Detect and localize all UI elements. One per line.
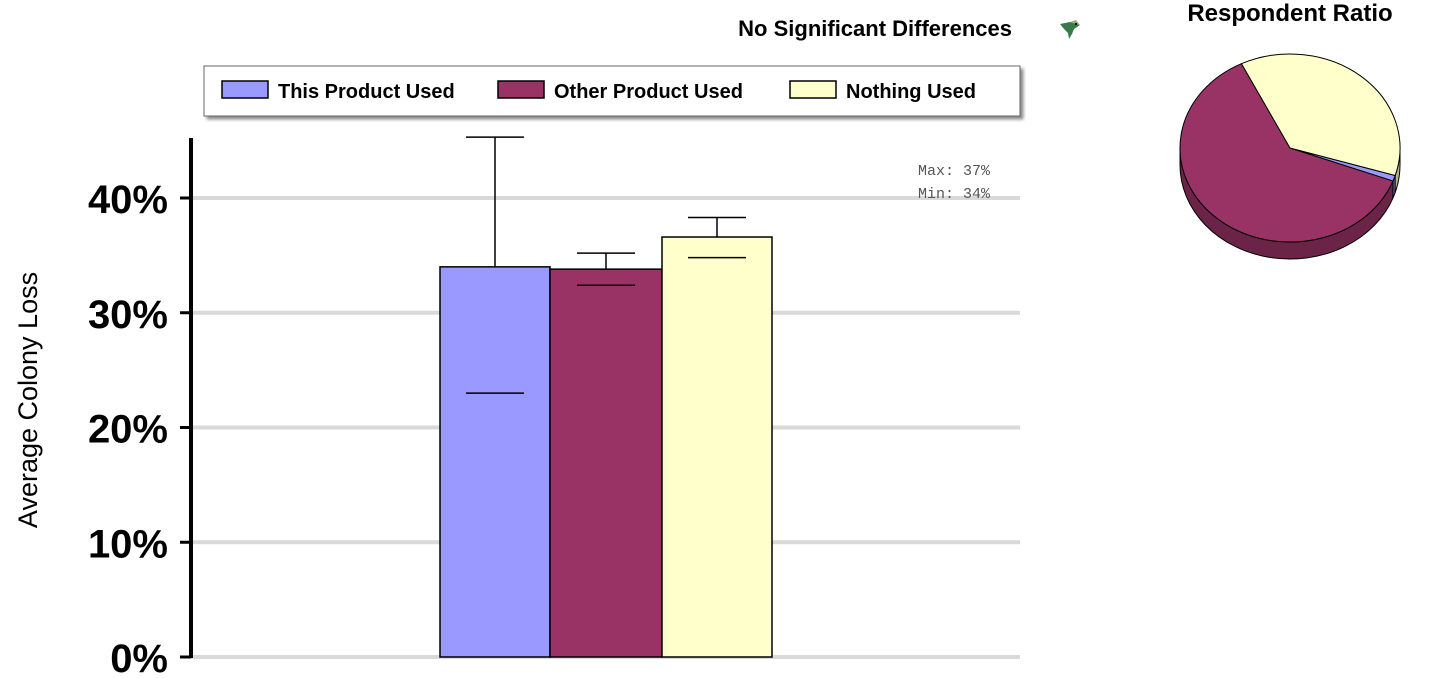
min-annotation: Min: 34%	[918, 186, 991, 203]
y-tick-label: 20%	[88, 408, 168, 452]
legend-label: Other Product Used	[554, 81, 743, 103]
y-tick-label: 40%	[88, 178, 168, 222]
bird-icon[interactable]	[1060, 20, 1080, 39]
y-tick-label: 30%	[88, 293, 168, 337]
legend-box	[203, 65, 1021, 117]
y-tick-label: 0%	[110, 637, 168, 678]
error-bars	[466, 136, 746, 394]
pie-title: Respondent Ratio	[1187, 0, 1392, 27]
legend-label: This Product Used	[278, 81, 455, 103]
max-annotation: Max: 37%	[918, 163, 991, 180]
legend-swatch	[221, 80, 269, 99]
y-axis-label: Average Colony Loss	[13, 272, 43, 528]
bars	[439, 236, 773, 658]
legend-label: Nothing Used	[846, 81, 976, 103]
chart-title: No Significant Differences	[738, 16, 1012, 41]
pie-slice-nothing-used	[1240, 53, 1401, 177]
bar-nothing-used	[661, 236, 773, 658]
legend-swatch	[789, 80, 837, 99]
y-tick-label: 10%	[88, 522, 168, 566]
bar-this-product-used	[439, 266, 551, 658]
bar-other-product-used	[549, 268, 663, 658]
pie-slice-other-product-used	[1179, 63, 1394, 243]
y-ticks: 0% 10% 20% 30% 40%	[88, 178, 191, 678]
legend: This Product Used Other Product Used Nothi…	[221, 80, 976, 103]
legend-swatch	[497, 80, 545, 99]
pie-chart	[1179, 53, 1401, 260]
